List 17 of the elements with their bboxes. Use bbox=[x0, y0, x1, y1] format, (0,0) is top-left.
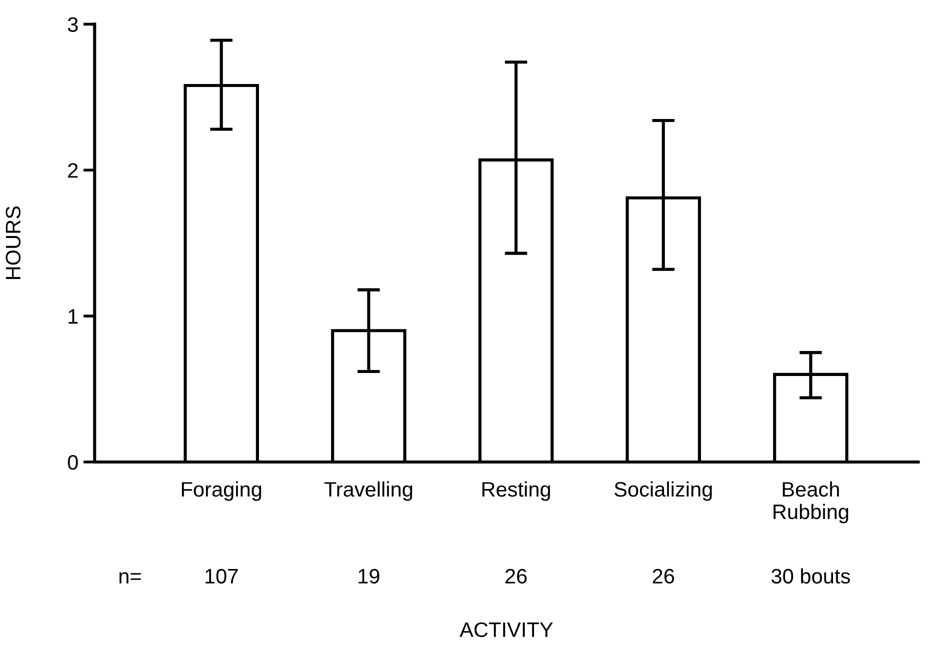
text: 26 bbox=[652, 568, 674, 584]
text: 26 bbox=[505, 568, 527, 584]
text: n= bbox=[120, 572, 141, 584]
text: 30 bouts bbox=[772, 568, 850, 584]
y-tick-label: 3 bbox=[68, 17, 78, 32]
x-tick-label: Resting bbox=[482, 481, 550, 501]
x-axis-title: ACTIVITY bbox=[460, 622, 553, 638]
text: 19 bbox=[358, 568, 380, 584]
x-tick-label: Socializing bbox=[614, 481, 712, 501]
x-tick-label: Foraging bbox=[182, 481, 262, 501]
y-tick-label: 2 bbox=[68, 163, 78, 178]
x-tick-label: Travelling bbox=[324, 481, 412, 501]
text: 107 bbox=[206, 568, 238, 584]
y-tick-label: 1 bbox=[68, 309, 78, 324]
y-axis-title: HOURS bbox=[6, 206, 21, 279]
y-tick-label: 0 bbox=[68, 454, 78, 470]
x-tick-label: Beach Rubbing bbox=[774, 481, 848, 524]
